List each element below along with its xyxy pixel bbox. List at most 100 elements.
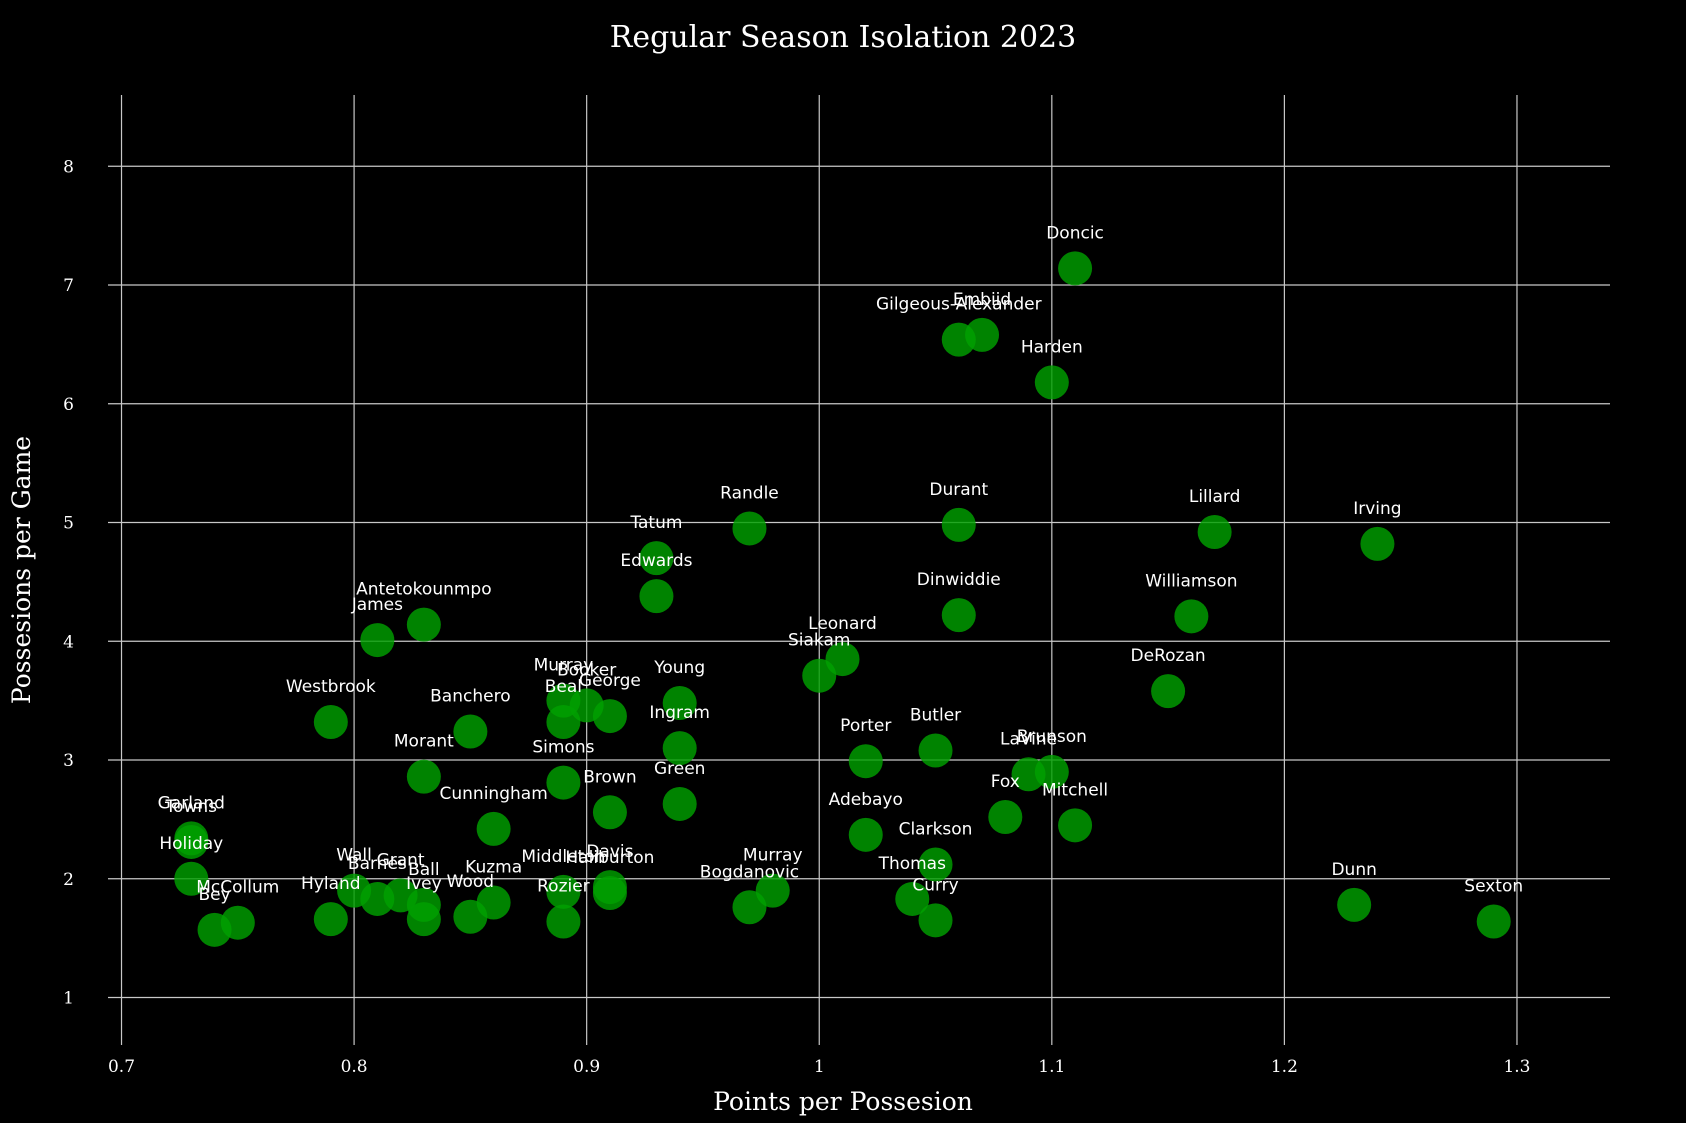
data-point[interactable] [453,899,488,934]
point-label: Towns [165,797,218,817]
data-point[interactable] [546,705,581,739]
data-point[interactable] [1058,808,1093,843]
data-point[interactable] [174,861,209,896]
data-point[interactable] [662,731,697,766]
data-point[interactable] [592,876,627,910]
data-point[interactable] [406,902,441,937]
data-point[interactable] [1337,887,1372,922]
point-label: Adebayo [829,790,903,810]
data-point[interactable] [1360,526,1395,561]
point-label: Rozier [537,877,590,897]
data-point[interactable] [546,904,581,939]
data-point[interactable] [732,511,767,546]
point-label: Haliburton [565,848,654,868]
data-point[interactable] [848,817,883,852]
data-point[interactable] [546,874,581,909]
point-label: Barnes [348,854,407,874]
y-tick-label: 1 [63,989,74,1009]
data-point[interactable] [360,881,395,916]
data-point[interactable] [592,795,627,830]
point-label: James [351,595,403,615]
point-label: Thomas [878,854,947,874]
data-point[interactable] [941,322,976,357]
point-label: Siakam [788,631,850,651]
y-tick-label: 5 [63,514,74,534]
point-label: Edwards [620,551,692,571]
point-label: Wood [447,872,494,892]
point-label: Doncic [1046,223,1104,243]
data-point[interactable] [941,507,976,542]
data-point[interactable] [313,705,348,739]
data-point[interactable] [453,714,488,749]
point-layer [174,251,1511,947]
point-label: Garland [158,793,225,813]
data-point[interactable] [313,902,348,937]
point-label: Booker [557,660,616,680]
data-point[interactable] [406,607,441,642]
tick-layer: 0.7 0.8 0.9 1 1.1 1.2 1.3 1 2 3 4 5 6 7 8 [63,157,1530,1077]
point-label: DeRozan [1131,646,1206,666]
x-tick-label: 1 [814,1057,825,1077]
point-label: Fox [991,772,1020,792]
data-point[interactable] [732,890,767,925]
x-tick-label: 0.8 [341,1057,368,1077]
data-point[interactable] [406,759,441,794]
data-point[interactable] [918,847,953,882]
data-point[interactable] [197,912,232,947]
point-label: Leonard [808,614,877,634]
point-label: Murray [534,656,594,676]
point-label: Harden [1021,337,1083,357]
point-label: Dunn [1331,860,1376,880]
data-point[interactable] [1174,599,1209,634]
data-point[interactable] [988,800,1023,834]
chart-title: Regular Season Isolation 2023 [610,20,1076,55]
data-point[interactable] [1476,904,1511,939]
point-label: Simons [532,738,594,758]
point-label: Butler [910,706,961,726]
x-tick-label: 0.7 [108,1057,135,1077]
data-point[interactable] [918,903,953,938]
data-point[interactable] [546,765,581,800]
x-axis-title: Points per Possesion [713,1087,973,1116]
data-point[interactable] [1197,515,1232,549]
point-label: Lillard [1189,487,1241,507]
data-point[interactable] [476,811,511,846]
data-point[interactable] [1034,365,1069,400]
point-label: Kuzma [465,858,522,878]
data-point[interactable] [174,824,209,859]
data-point[interactable] [1151,674,1186,709]
data-point[interactable] [1034,754,1069,789]
point-label: Hyland [301,874,361,894]
data-point[interactable] [1058,251,1093,286]
y-tick-label: 4 [63,632,74,652]
point-label: Young [653,658,705,678]
x-tick-label: 0.9 [573,1057,600,1077]
point-label: Murray [743,846,803,866]
point-label: Green [654,759,705,779]
data-point[interactable] [848,744,883,779]
point-label: Cunningham [440,784,548,804]
data-point[interactable] [662,686,697,720]
point-label: Bogdanovic [700,862,799,882]
point-label: Grant [377,850,425,870]
data-point[interactable] [895,881,930,916]
point-label: Ivey [406,874,442,894]
point-label: Ingram [649,703,710,723]
y-tick-label: 7 [63,276,74,296]
data-point[interactable] [592,699,627,734]
y-axis-title: Possesions per Game [7,436,36,704]
data-point[interactable] [918,733,953,768]
point-label: Morant [394,732,454,752]
data-point[interactable] [360,623,395,658]
data-point[interactable] [802,658,837,693]
data-point[interactable] [662,786,697,821]
point-label: Wall [336,846,372,866]
data-point[interactable] [941,598,976,633]
data-point[interactable] [639,541,674,576]
point-label: Mitchell [1042,780,1108,800]
point-label: Gilgeous-Alexander [876,295,1042,315]
data-point[interactable] [639,579,674,614]
y-tick-label: 3 [63,751,74,771]
point-label: Williamson [1145,571,1237,591]
